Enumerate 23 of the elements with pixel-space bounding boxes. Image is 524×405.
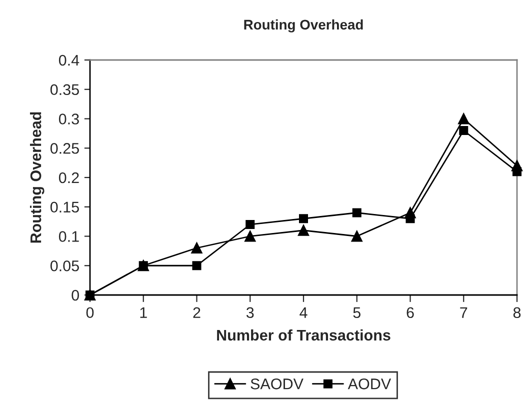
y-tick-label: 0.25 [50,142,79,154]
y-tick-label: 0.05 [50,260,79,272]
legend-label: AODV [348,378,392,390]
y-tick-label: 0.3 [58,114,79,124]
y-tick-label: 0.1 [58,231,79,242]
y-tick-label: 0.35 [50,84,79,96]
y-tick-label: 0 [72,290,79,301]
legend-label: SAODV [250,378,304,390]
x-axis-title: Number of Transactions [217,329,390,341]
y-tick-label: 0.2 [58,172,79,184]
chart-title: Routing Overhead [244,19,363,32]
x-tick-label: 0 [86,307,94,318]
x-tick-label: 5 [353,307,360,318]
x-tick-label: 3 [246,307,254,318]
y-tick-label: 0.4 [58,54,80,66]
y-axis-title: Routing Overhead [30,112,44,243]
y-tick-label: 0.15 [50,202,79,213]
x-tick-label: 1 [140,307,147,318]
x-tick-label: 7 [460,307,468,318]
x-tick-label: 6 [406,307,414,318]
x-tick-label: 4 [300,307,308,318]
x-tick-label: 2 [193,307,200,318]
x-tick-label: 8 [513,307,521,318]
